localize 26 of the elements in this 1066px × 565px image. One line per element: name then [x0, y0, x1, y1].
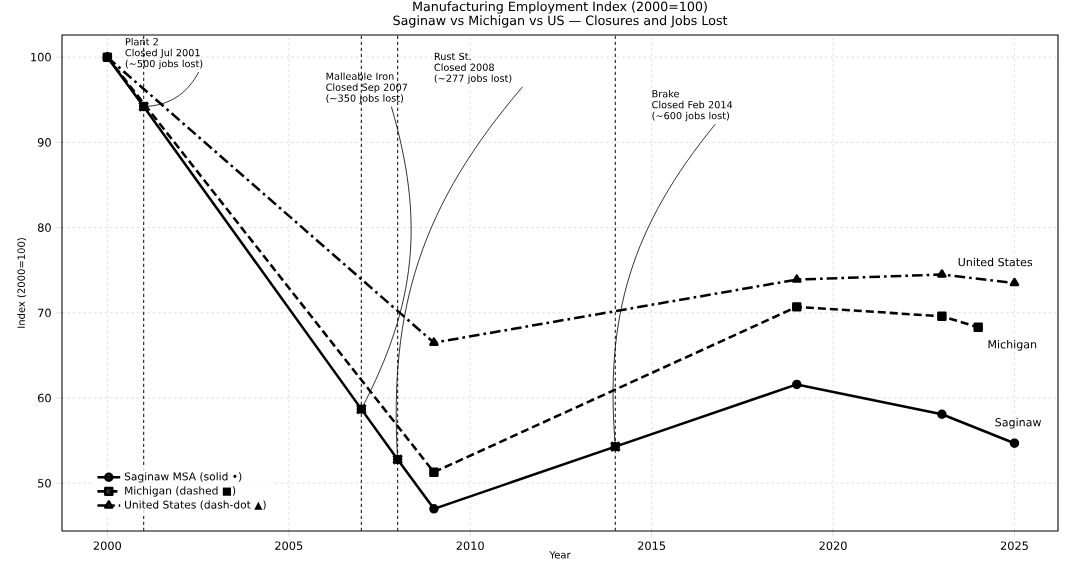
x-axis-title: Year	[549, 551, 571, 559]
y-tick-label: 50	[38, 478, 51, 488]
x-tick-label: 2020	[819, 541, 847, 550]
annotation: United States	[958, 257, 1033, 267]
annotation: Brake Closed Feb 2014 (~600 jobs lost)	[652, 89, 733, 122]
annotation: Saginaw	[995, 417, 1042, 429]
y-tick-label: 90	[37, 138, 51, 147]
x-tick-label: 2015	[638, 541, 666, 550]
x-tick-label: 2025	[1000, 541, 1028, 550]
y-tick-label: 100	[31, 52, 51, 62]
annotation: Michigan	[988, 339, 1037, 351]
x-tick-label: 2005	[275, 541, 303, 550]
y-tick-label: 80	[37, 223, 51, 232]
y-tick-label: 70	[38, 308, 51, 318]
legend-label: United States (dash-dot ▲)	[125, 500, 266, 510]
y-tick-label: 60	[37, 393, 51, 403]
legend-label: Saginaw MSA (solid •)	[124, 472, 242, 483]
x-tick-label: 2000	[93, 541, 122, 550]
x-tick-label: 2010	[456, 541, 484, 550]
annotation: Plant 2 Closed Jul 2001 (~500 jobs lost)	[125, 37, 203, 70]
annotation: Malleable Iron Closed Sep 2007 (~350 jobs lost)	[326, 72, 408, 104]
chart-subtitle: Saginaw vs Michigan vs US — Closures and Jobs Lost	[393, 15, 728, 28]
legend-label: Michigan (dashed ■)	[125, 486, 236, 497]
chart-title: Manufacturing Employment Index (2000=100)	[413, 1, 707, 14]
annotation: Rust St. Closed 2008 (~277 jobs lost)	[434, 52, 512, 84]
y-axis-title: Index (2000=100)	[17, 238, 27, 328]
